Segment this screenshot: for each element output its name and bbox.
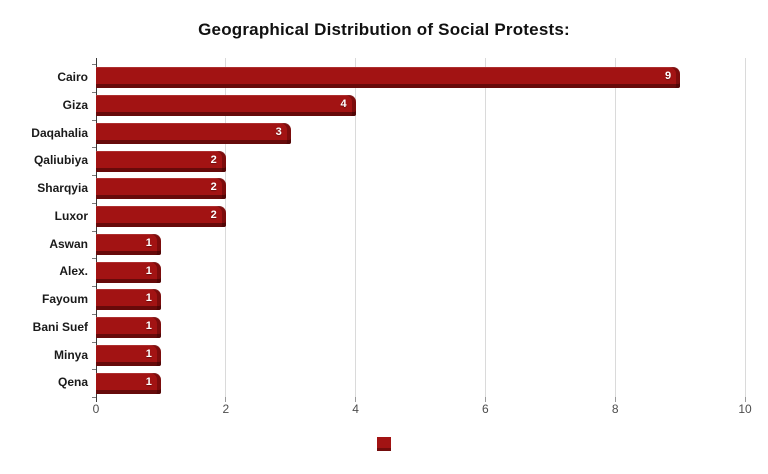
x-axis-tick-label: 10 xyxy=(738,402,752,416)
y-axis-tick xyxy=(92,258,96,260)
category-label: Bani Suef xyxy=(32,319,88,334)
gridline xyxy=(744,58,746,397)
bar-value-label: 1 xyxy=(145,264,152,277)
bar-giza[interactable]: 4 xyxy=(96,95,356,117)
y-axis-tick xyxy=(92,202,96,204)
bar-value-label: 2 xyxy=(210,153,217,166)
bar-fayoum[interactable]: 1 xyxy=(96,289,161,311)
x-axis-tick-label: 8 xyxy=(611,402,619,416)
category-label: Qaliubiya xyxy=(33,153,88,168)
y-axis-tick xyxy=(92,91,96,93)
x-axis-tick-label: 6 xyxy=(482,402,489,416)
legend-swatch[interactable] xyxy=(377,437,391,451)
legend xyxy=(0,437,768,451)
bar-value-label: 9 xyxy=(664,70,672,83)
bar-sharqyia[interactable]: 2 xyxy=(96,178,226,200)
category-label: Alex. xyxy=(59,264,88,279)
bar-bani-suef[interactable]: 1 xyxy=(96,317,161,339)
bar-luxor[interactable]: 2 xyxy=(96,206,226,228)
category-label: Daqahalia xyxy=(31,125,88,140)
category-label: Giza xyxy=(62,97,88,112)
y-axis-tick xyxy=(92,147,96,149)
gridline xyxy=(225,58,227,397)
x-axis-tick-label: 2 xyxy=(222,402,230,416)
x-axis-tick xyxy=(614,397,616,402)
bar-qaliubiya[interactable]: 2 xyxy=(96,150,226,172)
bar-value-label: 3 xyxy=(275,125,282,138)
y-axis-tick xyxy=(92,313,96,315)
bar-value-label: 1 xyxy=(145,347,152,360)
category-label: Aswan xyxy=(49,236,88,251)
bar-daqahalia[interactable]: 3 xyxy=(96,122,291,144)
y-axis-tick xyxy=(92,341,96,343)
x-axis-tick-label: 0 xyxy=(92,402,100,416)
y-axis-line xyxy=(95,58,97,402)
category-label: Minya xyxy=(53,347,88,362)
bar-value-label: 2 xyxy=(210,181,217,194)
bar-alex[interactable]: 1 xyxy=(96,261,161,283)
gridline xyxy=(614,58,616,397)
category-label: Luxor xyxy=(54,208,88,223)
x-axis-tick xyxy=(744,397,746,402)
y-axis-tick xyxy=(92,230,96,232)
category-label: Qena xyxy=(57,375,88,390)
y-axis-tick xyxy=(92,64,96,65)
bar-minya[interactable]: 1 xyxy=(96,344,161,366)
x-axis-tick xyxy=(355,397,357,402)
x-axis-tick xyxy=(225,397,227,402)
x-axis-tick xyxy=(484,397,486,402)
x-axis-tick-label: 4 xyxy=(352,402,359,416)
y-axis-tick xyxy=(92,369,96,371)
category-label: Sharqyia xyxy=(37,181,88,195)
bar-value-label: 1 xyxy=(145,236,152,249)
gridline xyxy=(484,58,486,397)
bar-value-label: 4 xyxy=(340,98,347,111)
bar-value-label: 2 xyxy=(210,209,217,222)
gridline xyxy=(355,58,357,397)
bar-value-label: 1 xyxy=(145,292,152,305)
category-label: Cairo xyxy=(57,70,88,84)
bar-value-label: 1 xyxy=(145,320,152,333)
bar-value-label: 1 xyxy=(145,375,152,388)
category-label: Fayoum xyxy=(41,292,88,306)
bar-aswan[interactable]: 1 xyxy=(96,233,161,255)
bar-cairo[interactable]: 9 xyxy=(96,67,681,89)
y-axis-tick xyxy=(92,286,96,287)
y-axis-tick xyxy=(92,397,96,398)
y-axis-tick xyxy=(92,119,96,121)
chart-title: Geographical Distribution of Social Prot… xyxy=(198,20,570,39)
bar-qena[interactable]: 1 xyxy=(96,372,161,394)
y-axis-tick xyxy=(92,175,96,176)
